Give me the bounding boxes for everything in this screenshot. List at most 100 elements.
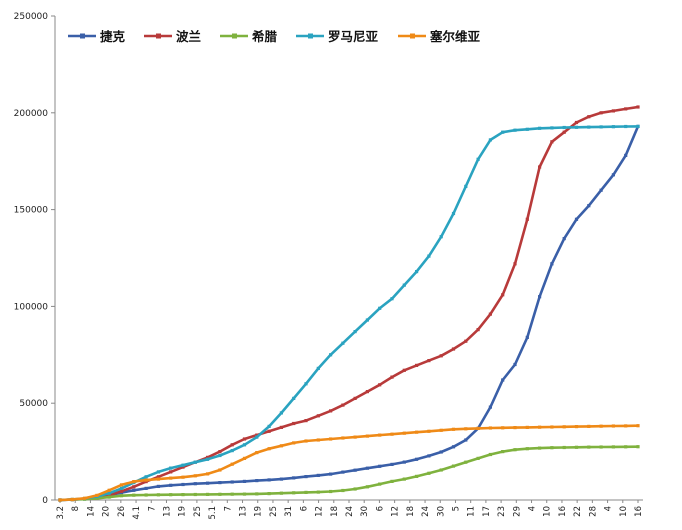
- series-line: [58, 125, 640, 502]
- series-point: [169, 466, 173, 470]
- series-point: [218, 468, 222, 472]
- legend-label: 罗马尼亚: [328, 29, 379, 44]
- legend-label: 波兰: [176, 29, 202, 44]
- series-point: [169, 470, 173, 474]
- series-point: [304, 439, 308, 443]
- series-point: [242, 437, 247, 441]
- series-point: [574, 125, 579, 129]
- legend-marker: [308, 33, 313, 39]
- series-point: [427, 471, 431, 475]
- legend-marker: [80, 33, 85, 39]
- series-point: [95, 493, 99, 497]
- series-point: [144, 478, 148, 482]
- series-point: [378, 383, 382, 387]
- x-tick-label: 19: [178, 506, 188, 517]
- series-point: [218, 492, 222, 496]
- x-tick-label: 12: [315, 506, 325, 517]
- series-point: [316, 414, 320, 418]
- series-point: [599, 445, 603, 449]
- series-point: [390, 375, 394, 379]
- series-point: [230, 492, 234, 496]
- series-point: [218, 453, 222, 458]
- series-point: [181, 465, 185, 469]
- series-point: [156, 470, 160, 474]
- x-tick-label: 23: [497, 506, 507, 517]
- legend-item: 波兰: [144, 29, 202, 44]
- series-point: [169, 483, 173, 487]
- legend-item: 希腊: [220, 29, 278, 44]
- series-point: [390, 479, 394, 483]
- series-point: [218, 450, 222, 454]
- series-point: [464, 438, 468, 442]
- series-point: [538, 126, 542, 130]
- series-point: [279, 425, 283, 429]
- series-point: [365, 434, 369, 438]
- series-point: [476, 328, 480, 332]
- series-point: [599, 424, 603, 428]
- series-point: [279, 411, 283, 415]
- series-point: [464, 427, 468, 431]
- series-point: [206, 492, 210, 496]
- series-point: [107, 488, 111, 492]
- series-point: [156, 477, 160, 481]
- series-point: [230, 443, 234, 447]
- series-point: [439, 235, 443, 239]
- series-point: [488, 138, 492, 142]
- series-point: [119, 483, 124, 487]
- series-point: [513, 362, 517, 367]
- series-point: [415, 270, 419, 274]
- x-tick-label: 7: [223, 506, 233, 511]
- series-point: [390, 432, 394, 436]
- series-point: [304, 475, 308, 479]
- series-point: [538, 446, 542, 450]
- series-point: [476, 456, 480, 460]
- x-tick-label: 10: [543, 506, 553, 517]
- series-point: [341, 403, 345, 407]
- series-point: [365, 390, 369, 394]
- series-point: [415, 457, 419, 461]
- series-point: [341, 341, 345, 345]
- series-point: [513, 448, 517, 452]
- series-point: [574, 120, 579, 125]
- series-point: [107, 493, 111, 497]
- series-point: [95, 496, 99, 500]
- series-point: [119, 489, 124, 493]
- series-point: [513, 128, 517, 132]
- series-point: [255, 435, 259, 439]
- series-point: [538, 295, 542, 299]
- series-point: [255, 451, 259, 455]
- y-axis: 0 50000 100000 150000 200000 250000: [14, 12, 56, 506]
- series-point: [378, 482, 382, 486]
- series-point: [611, 424, 615, 428]
- x-tick-label: 13: [239, 506, 249, 517]
- x-tick-label: 12: [391, 506, 401, 517]
- series-point: [587, 125, 591, 129]
- series-point: [242, 492, 247, 496]
- series-point: [402, 460, 406, 464]
- series-point: [439, 450, 443, 454]
- series-point: [550, 425, 554, 429]
- series-point: [538, 425, 542, 429]
- x-tick-label: 17: [482, 506, 492, 517]
- x-axis: 3.2 8 14 20 26 4.1 7 13 19 25 5.1 7 13 19 25 31 6 12 18 24 3…: [55, 499, 644, 520]
- series-point: [402, 431, 406, 435]
- series-point: [156, 475, 160, 479]
- series-point: [562, 237, 566, 241]
- series-point: [636, 445, 640, 449]
- series-point: [464, 184, 468, 188]
- series-point: [181, 482, 185, 487]
- series-point: [390, 462, 394, 466]
- x-tick-label: 4: [604, 506, 614, 511]
- series-2: [58, 445, 640, 502]
- series-point: [624, 153, 628, 157]
- series-point: [169, 476, 173, 480]
- series-point: [451, 427, 456, 431]
- x-tick-label: 5.1: [208, 506, 218, 520]
- x-tick-label: 4.1: [132, 506, 142, 520]
- series-point: [181, 493, 185, 497]
- series-point: [525, 217, 529, 221]
- series-point: [329, 409, 333, 413]
- series-point: [562, 445, 566, 450]
- series-point: [242, 479, 247, 483]
- legend-item: 捷克: [68, 29, 126, 44]
